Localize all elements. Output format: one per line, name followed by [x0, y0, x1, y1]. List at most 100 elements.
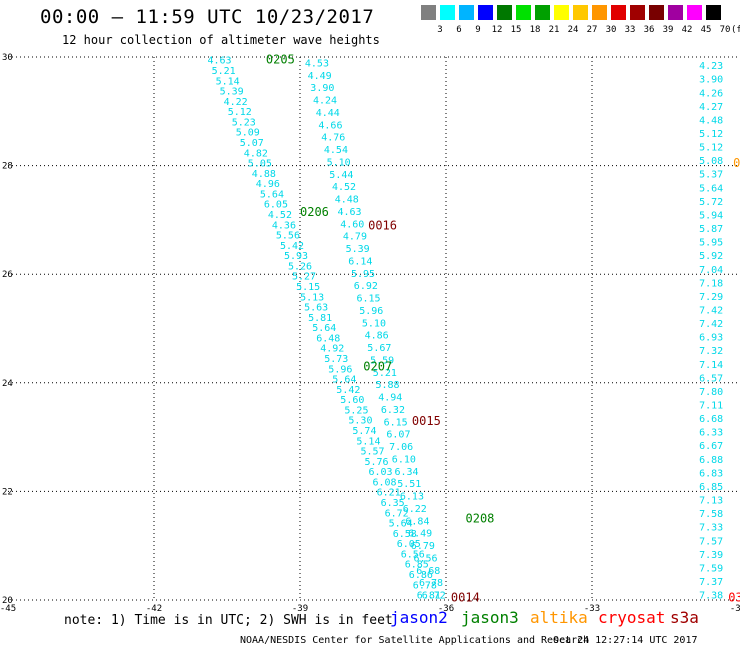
- wave-height-value: 4.76: [321, 133, 345, 144]
- wave-height-value: 5.05: [248, 159, 272, 170]
- pass-label: 0014: [451, 590, 480, 604]
- wave-height-value: 5.42: [280, 241, 304, 252]
- wave-height-value: 6.32: [381, 405, 405, 416]
- legend-swatch: [611, 5, 626, 20]
- wave-height-value: 5.60: [340, 395, 364, 406]
- pass-label: 0015: [412, 414, 441, 428]
- wave-height-value: 6.35: [381, 498, 405, 509]
- legend-swatch: [497, 5, 512, 20]
- legend-label: 3: [437, 25, 443, 35]
- lat-tick-label: 22: [2, 487, 13, 497]
- wave-height-value: 5.64: [260, 189, 284, 200]
- wave-height-value: 7.04: [699, 265, 723, 276]
- wave-height-value: 5.93: [284, 251, 308, 262]
- pass-label: 0: [733, 156, 740, 170]
- legend-label: 18: [529, 25, 541, 35]
- wave-height-value: 4.48: [335, 195, 359, 206]
- wave-height-value: 7.13: [699, 496, 723, 507]
- legend-swatch: [706, 5, 721, 20]
- legend-swatch: [668, 5, 683, 20]
- wave-height-value: 5.64: [699, 183, 723, 194]
- wave-height-value: 5.09: [236, 128, 260, 139]
- wave-height-value: 5.42: [336, 385, 360, 396]
- legend-swatch: [592, 5, 607, 20]
- wave-height-value: 7.14: [699, 360, 723, 371]
- wave-height-value: 5.67: [367, 343, 391, 354]
- wave-height-value: 6.49: [408, 529, 432, 540]
- footer-note: note: 1) Time is in UTC; 2) SWH is in fe…: [64, 613, 393, 628]
- wave-height-value: 6.92: [354, 281, 378, 292]
- legend-swatch: [478, 5, 493, 20]
- wave-height-value: 4.48: [699, 115, 723, 126]
- lon-tick-label: -30: [730, 604, 740, 614]
- legend-swatch: [459, 5, 474, 20]
- wave-height-value: 5.25: [344, 405, 368, 416]
- lon-tick-label: -33: [584, 604, 600, 614]
- pass-label: 0207: [363, 360, 392, 374]
- legend-label: 30: [605, 25, 617, 35]
- wave-height-value: 6.15: [384, 417, 408, 428]
- legend-label: 6: [456, 25, 462, 35]
- wave-height-value: 6.22: [403, 504, 427, 515]
- wave-height-value: 5.64: [332, 375, 356, 386]
- pass-label: 0016: [368, 218, 397, 232]
- track-a: 4.635.215.145.394.225.125.235.095.074.82…: [208, 56, 441, 602]
- legend-label: 9: [475, 25, 481, 35]
- map-title: 00:00 – 11:59 UTC 10/23/2017: [40, 6, 375, 28]
- wave-height-value: 4.24: [313, 96, 337, 107]
- wave-height-value: 6.57: [699, 373, 723, 384]
- wave-height-value: 5.10: [362, 318, 386, 329]
- legend-label: 45: [700, 25, 712, 35]
- wave-height-value: 5.72: [699, 197, 723, 208]
- wave-height-value: 4.79: [343, 232, 367, 243]
- wave-height-value: 5.14: [356, 436, 380, 447]
- credit-text: NOAA/NESDIS Center for Satellite Applica…: [240, 635, 590, 646]
- wave-height-value: 6.56: [401, 549, 425, 560]
- pass-label: 03: [728, 590, 740, 604]
- legend-label: 12: [491, 25, 503, 35]
- wave-height-value: 7.59: [699, 563, 723, 574]
- track-c: 4.23 3.90 4.26 4.27 4.48 5.12 5.12 5.08 5.37 5.64…: [699, 61, 723, 602]
- wave-height-value: 3.90: [310, 83, 334, 94]
- wave-height-value: 6.34: [395, 467, 419, 478]
- legend-label: 70: [719, 25, 731, 35]
- altimeter-tracks: 4.635.215.145.394.225.125.235.095.074.82…: [208, 56, 724, 602]
- wave-height-value: 5.39: [220, 87, 244, 98]
- wave-height-value: 6.07: [386, 430, 410, 441]
- wave-height-value: 7.42: [699, 319, 723, 330]
- wave-height-value: 6.72: [385, 508, 409, 519]
- wave-height-value: 4.22: [224, 97, 248, 108]
- wave-height-value: 5.10: [327, 157, 351, 168]
- legend-unit: (ft): [731, 25, 740, 35]
- wave-height-value: 5.12: [699, 129, 723, 140]
- wave-height-value: 4.52: [332, 182, 356, 193]
- legend-label: 15: [510, 25, 522, 35]
- wave-height-value: 5.39: [346, 244, 370, 255]
- legend-swatch: [516, 5, 531, 20]
- wave-height-value: 6.84: [405, 516, 429, 527]
- lat-tick-label: 28: [2, 162, 13, 172]
- wave-height-value: 7.32: [699, 346, 723, 357]
- wave-height-value: 5.63: [304, 303, 328, 314]
- wave-height-value: 5.13: [300, 292, 324, 303]
- lon-tick-label: -42: [146, 604, 162, 614]
- legend-swatch: [687, 5, 702, 20]
- map-subtitle: 12 hour collection of altimeter wave hei…: [62, 33, 380, 47]
- wave-height-value: 5.57: [361, 447, 385, 458]
- wave-height-value: 7.38: [699, 591, 723, 602]
- wave-height-value: 7.42: [699, 306, 723, 317]
- wave-height-value: 6.08: [373, 477, 397, 488]
- wave-height-value: 6.21: [377, 488, 401, 499]
- wave-height-value: 5.87: [699, 224, 723, 235]
- lat-tick-label: 26: [2, 270, 13, 280]
- wave-height-value: 6.78: [419, 578, 443, 589]
- wave-height-value: 7.80: [699, 387, 723, 398]
- wave-height-value: 7.37: [699, 577, 723, 588]
- wave-height-value: 6.68: [416, 566, 440, 577]
- wave-height-value: 5.26: [288, 261, 312, 272]
- wave-height-value: 5.27: [292, 272, 316, 283]
- wave-height-value: 6.83: [699, 468, 723, 479]
- lat-tick-label: 24: [2, 379, 13, 389]
- pass-label: 0206: [300, 205, 329, 219]
- legend-swatch: [630, 5, 645, 20]
